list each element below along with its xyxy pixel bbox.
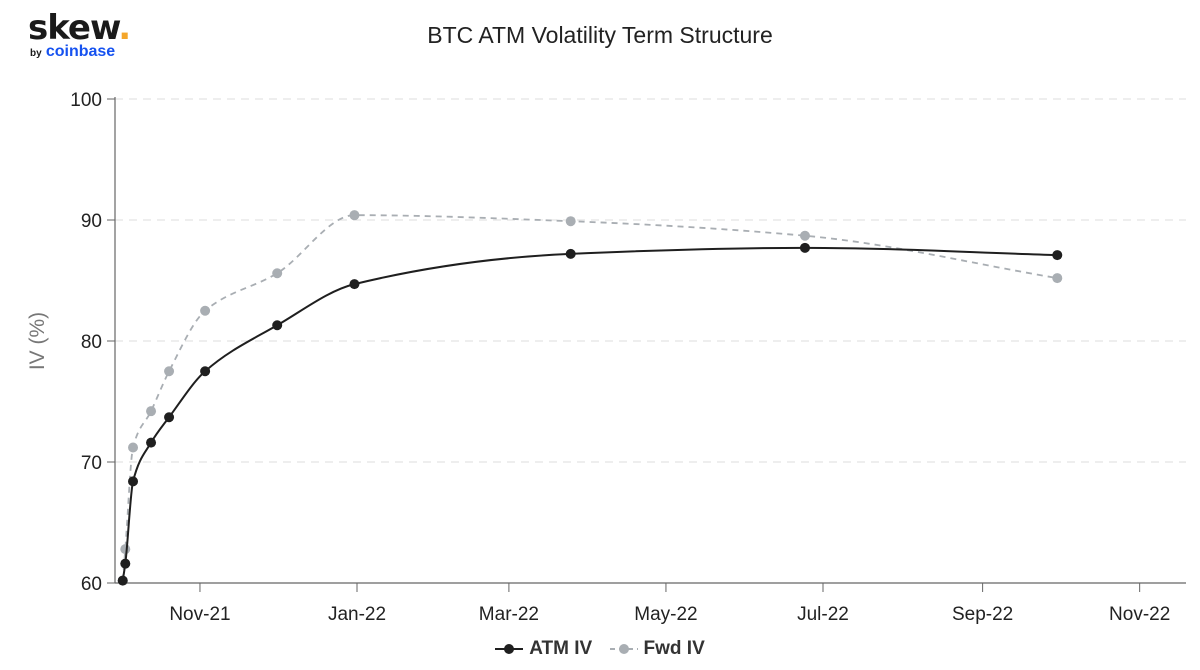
x-tick-label-Sep-22: Sep-22 (952, 604, 1013, 625)
point-fwd-iv-1[interactable] (120, 544, 131, 555)
y-tick-label-100: 100 (70, 90, 102, 111)
y-tick-label-90: 90 (81, 211, 102, 232)
x-tick-label-May-22: May-22 (634, 604, 697, 625)
point-atm-iv-7[interactable] (349, 279, 360, 290)
series-atm-iv (117, 242, 1063, 586)
point-fwd-iv-10[interactable] (1052, 273, 1063, 284)
point-fwd-iv-4[interactable] (164, 366, 175, 377)
y-tick-label-80: 80 (81, 332, 102, 353)
series-line-atm-iv (121, 246, 1058, 581)
x-tick-label-Nov-21: Nov-21 (169, 604, 230, 625)
logo-main-text: skew (28, 8, 119, 48)
axes: 60 70 80 90 100 Nov-21 Jan-22 Mar-22 May-22 Jul-2… (70, 90, 1186, 625)
point-fwd-iv-3[interactable] (146, 406, 157, 417)
legend-label-fwd-iv: Fwd IV (643, 638, 705, 659)
point-fwd-iv-7[interactable] (349, 210, 360, 221)
point-atm-iv-4[interactable] (164, 412, 175, 423)
legend: ATM IV Fwd IV (0, 638, 1200, 661)
legend-item-fwd-iv[interactable]: Fwd IV (609, 638, 705, 660)
x-tick-label-Mar-22: Mar-22 (479, 604, 539, 625)
point-atm-iv-3[interactable] (146, 437, 157, 448)
point-fwd-iv-9[interactable] (799, 230, 810, 241)
series-line-fwd-iv (121, 214, 1058, 581)
point-fwd-iv-5[interactable] (200, 305, 211, 316)
point-atm-iv-1[interactable] (120, 558, 131, 569)
x-tick-label-Jan-22: Jan-22 (328, 604, 386, 625)
point-atm-iv-5[interactable] (200, 366, 211, 377)
point-fwd-iv-2[interactable] (128, 442, 139, 453)
legend-swatch-fwd-iv (609, 644, 638, 654)
y-tick-label-60: 60 (81, 574, 102, 595)
y-tick-label-70: 70 (81, 453, 102, 474)
legend-item-atm-iv[interactable]: ATM IV (495, 638, 592, 660)
chart-title: BTC ATM Volatility Term Structure (427, 22, 773, 48)
point-atm-iv-6[interactable] (272, 320, 283, 331)
point-fwd-iv-8[interactable] (565, 216, 576, 227)
logo-brand-text: coinbase (45, 43, 116, 60)
point-atm-iv-8[interactable] (565, 248, 576, 259)
logo-dot: . (118, 8, 131, 48)
legend-label-atm-iv: ATM IV (529, 638, 593, 659)
grid-lines (115, 98, 1186, 463)
legend-swatch-atm-iv (495, 644, 524, 654)
series-layer (117, 210, 1063, 586)
y-axis-title: IV (%) (26, 312, 49, 370)
x-tick-label-Jul-22: Jul-22 (797, 604, 849, 625)
x-tick-label-Nov-22: Nov-22 (1109, 604, 1170, 625)
logo-by-text: by (30, 48, 42, 59)
point-atm-iv-10[interactable] (1052, 250, 1063, 261)
series-fwd-iv (117, 210, 1063, 586)
point-atm-iv-9[interactable] (799, 242, 810, 253)
point-atm-iv-2[interactable] (128, 476, 139, 487)
point-fwd-iv-6[interactable] (272, 268, 283, 279)
skew-logo: skew. by coinbase (28, 8, 131, 62)
point-atm-iv-0[interactable] (117, 575, 128, 586)
